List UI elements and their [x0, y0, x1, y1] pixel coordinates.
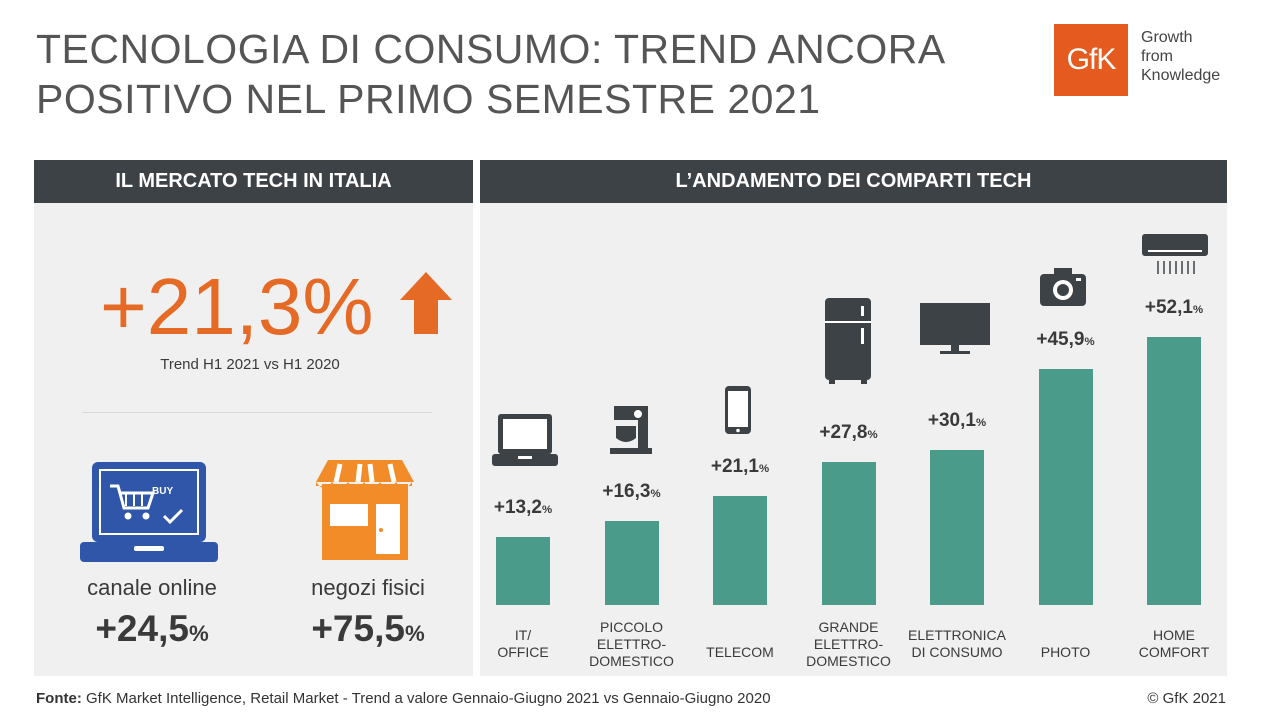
source-note: Fonte: GfK Market Intelligence, Retail M…	[36, 690, 771, 707]
headline-label: Trend H1 2021 vs H1 2020	[160, 356, 340, 373]
bar-7	[1147, 336, 1201, 605]
bar-value-label: +21,1%	[710, 456, 770, 478]
tv-icon	[920, 303, 990, 354]
up-arrow-icon	[400, 272, 452, 334]
bar-value-label: +45,9%	[1036, 328, 1095, 350]
camera-icon	[1040, 268, 1086, 306]
store-channel-value: +75,5%	[286, 608, 450, 650]
tagline-line: from	[1141, 48, 1173, 65]
left-panel-header: IL MERCATO TECH IN ITALIA	[34, 160, 473, 203]
mixer-icon	[610, 406, 652, 454]
store-channel-unit: %	[404, 621, 425, 646]
shop-icon	[316, 460, 414, 560]
left-panel	[34, 203, 473, 676]
bar-1	[496, 537, 550, 605]
online-channel-unit: %	[188, 621, 209, 646]
bar-value-label: +27,8%	[819, 421, 878, 443]
fridge-icon	[825, 298, 871, 384]
bar-3	[713, 496, 767, 605]
bar-value-label: +13,2%	[493, 497, 553, 519]
laptop-buy-icon: BUY	[80, 462, 218, 562]
page-title: TECNOLOGIA DI CONSUMO: TREND ANCORA POSI…	[36, 24, 996, 124]
store-channel-label: negozi fisici	[311, 575, 425, 600]
logo-tagline: Growth from Knowledge	[1141, 28, 1261, 85]
bar-5	[930, 449, 984, 605]
category-label: IT/ OFFICE	[497, 627, 549, 660]
bar-value-label: +16,3%	[602, 481, 661, 503]
source-label: Fonte:	[36, 690, 82, 707]
tagline-line: Knowledge	[1141, 67, 1221, 84]
headline-value: +21,3%	[100, 262, 374, 351]
category-label: PICCOLO ELETTRO- DOMESTICO	[589, 619, 674, 669]
smartphone-icon	[725, 386, 751, 434]
right-panel-header: L’ANDAMENTO DEI COMPARTI TECH	[480, 160, 1227, 203]
category-label: HOME COMFORT	[1138, 627, 1210, 660]
category-label: GRANDE ELETTRO- DOMESTICO	[806, 619, 891, 669]
bar-6	[1038, 368, 1093, 605]
gfk-logo: GfK	[1054, 24, 1128, 96]
online-channel-number: +24,5	[95, 608, 189, 649]
bar-4	[821, 461, 876, 605]
category-label: ELETTRONICA DI CONSUMO	[907, 627, 1006, 660]
category-label: TELECOM	[706, 644, 774, 660]
online-channel-value: +24,5%	[70, 608, 234, 650]
online-channel-label: canale online	[87, 575, 217, 600]
tagline-line: Growth	[1141, 29, 1193, 46]
title-line-2: POSITIVO NEL PRIMO SEMESTRE 2021	[36, 76, 821, 122]
bar-value-label: +52,1%	[1144, 296, 1204, 318]
bar-value-label: +30,1%	[927, 409, 987, 431]
buy-text: BUY	[152, 486, 173, 497]
source-text: GfK Market Intelligence, Retail Market -…	[81, 690, 771, 707]
copyright: © GfK 2021	[1147, 690, 1226, 707]
category-label: PHOTO	[1040, 644, 1091, 660]
divider	[82, 412, 432, 413]
air-conditioner-icon	[1142, 234, 1208, 274]
title-line-1: TECNOLOGIA DI CONSUMO: TREND ANCORA	[36, 26, 946, 72]
laptop-icon	[492, 414, 558, 466]
bar-2	[604, 521, 659, 605]
store-channel-number: +75,5	[311, 608, 405, 649]
